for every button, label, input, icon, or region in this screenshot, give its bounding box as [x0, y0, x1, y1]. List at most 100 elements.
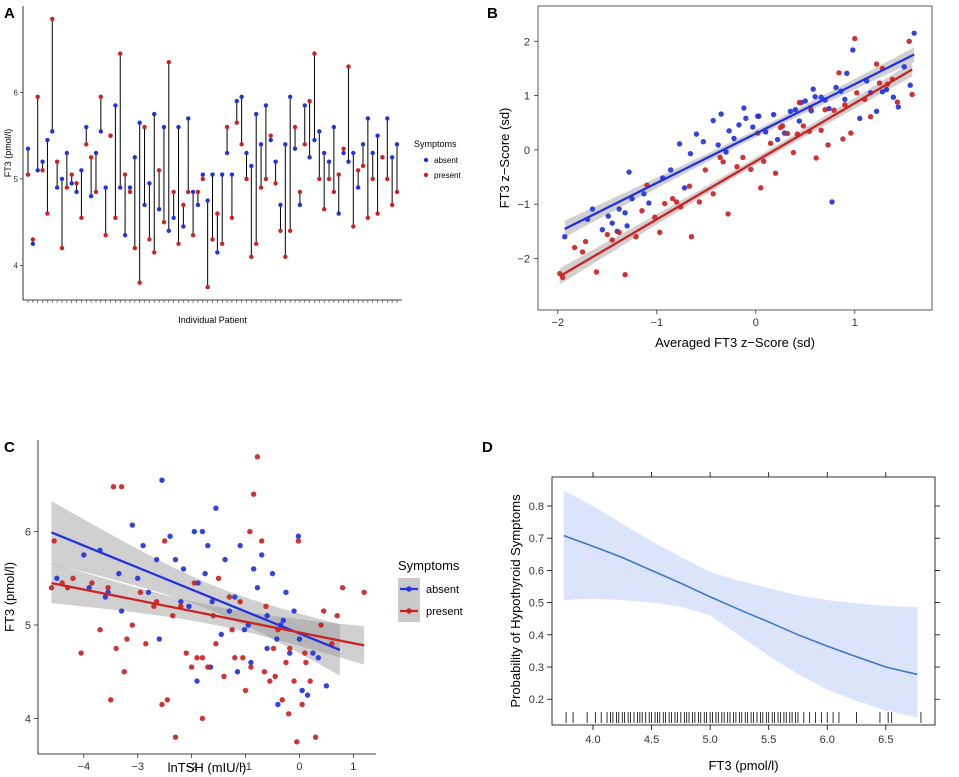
panel-a-point-present	[263, 176, 269, 182]
panel-c-point-absent	[135, 575, 141, 582]
panel-b-point-present	[873, 61, 880, 67]
panel-a-point-present	[108, 133, 113, 138]
panel-b-point-present	[622, 272, 628, 278]
panel-a-point-absent	[258, 142, 264, 147]
panel-a-point-absent	[283, 142, 288, 147]
panel-b-point-present	[836, 70, 842, 76]
panel-b-x-tick-label: −2	[552, 317, 565, 329]
panel-c-x-tick-label: −4	[78, 761, 91, 773]
panel-b-point-present	[822, 106, 828, 113]
panel-a-point-present	[147, 237, 152, 242]
panel-c-point-present	[312, 734, 319, 740]
panel-b-point-absent	[562, 234, 568, 240]
panel-c-legend-label-absent: absent	[426, 584, 459, 596]
panel-c-point-present	[242, 687, 249, 694]
panel-a-point-absent	[166, 228, 172, 234]
panel-b-point-present	[831, 107, 837, 113]
panel-b-point-absent	[646, 200, 652, 206]
panel-b-point-absent	[883, 86, 890, 93]
panel-b-point-absent	[844, 70, 850, 77]
panel-c-point-present	[97, 627, 103, 633]
panel-c-point-present	[78, 650, 84, 656]
panel-b-point-present	[662, 200, 668, 207]
panel-a-point-present	[302, 142, 307, 147]
panel-a-point-absent	[302, 103, 307, 108]
panel-b-point-absent	[681, 185, 688, 191]
panel-b-point-present	[593, 269, 600, 275]
panel-a-point-present	[215, 211, 220, 216]
panel-b-point-absent	[762, 129, 769, 135]
panel-c-point-absent	[269, 570, 276, 577]
panel-a-legend-label-absent: absent	[434, 156, 459, 165]
panel-d-y-tick-label: 0.7	[529, 533, 544, 545]
panel-c-point-present	[172, 734, 179, 740]
panel-b-point-absent	[895, 104, 902, 110]
panel-a-point-absent	[30, 241, 36, 246]
panel-a-point-absent	[137, 120, 142, 125]
panel-a-point-present	[103, 232, 108, 238]
panel-b-x-axis-title: Averaged FT3 z−Score (sd)	[655, 335, 815, 350]
panel-c-point-absent	[295, 533, 302, 539]
panel-a-point-absent	[394, 142, 400, 147]
panel-b-x-tick-label: −1	[651, 317, 664, 329]
panel-c-point-present	[124, 636, 130, 642]
panel-d-x-tick-label: 4.5	[644, 734, 659, 746]
panel-a-point-present	[326, 176, 332, 182]
panel-a-point-absent	[50, 129, 55, 134]
panel-c-point-absent	[232, 594, 238, 600]
panel-d-probability-line	[563, 534, 918, 676]
panel-a-legend-label-present: present	[434, 171, 461, 180]
panel-d-x-tick-label: 5.5	[761, 734, 776, 746]
panel-b-point-absent	[770, 111, 777, 118]
panel-c-point-absent	[81, 552, 87, 558]
panel-b-point-absent	[741, 105, 747, 111]
panel-c-point-absent	[241, 627, 248, 633]
panel-a-point-present	[118, 51, 123, 56]
panel-a-point-absent	[59, 176, 65, 182]
panel-a-point-absent	[268, 137, 273, 143]
panel-c-point-absent	[283, 589, 289, 596]
panel-c-point-present	[285, 711, 292, 717]
panel-b-point-absent	[857, 115, 863, 122]
panel-a-point-absent	[220, 172, 225, 177]
panel-a-point-present	[389, 202, 395, 208]
panel-a-point-present	[205, 284, 210, 290]
panel-b-point-present	[669, 196, 676, 202]
panel-c-point-present	[89, 580, 95, 586]
panel-c-point-present	[232, 655, 238, 661]
panel-b-fit-line-present	[559, 68, 913, 278]
panel-a-point-present	[258, 185, 264, 190]
panel-c-point-absent	[296, 636, 303, 642]
panel-b-point-absent	[626, 169, 632, 175]
panel-c-y-axis-title: FT3 (pmol/l)	[2, 562, 17, 632]
panel-a-point-absent	[205, 198, 210, 203]
panel-a-point-absent	[200, 172, 205, 177]
panel-b-point-present	[813, 155, 819, 161]
panel-b-fit-line-absent	[564, 53, 915, 230]
panel-d-y-axis-title: Probability of Hypothyroid Symptoms	[508, 494, 523, 708]
panel-b-point-present	[616, 229, 622, 236]
panel-b-point-present	[772, 170, 779, 176]
panel-c-point-present	[191, 580, 198, 586]
panel-a-y-tick-label: 5	[14, 175, 19, 184]
panel-a-point-absent	[385, 116, 390, 121]
panel-c-point-absent	[315, 655, 322, 661]
panel-a-point-absent	[244, 150, 249, 156]
panel-b-point-present	[818, 127, 824, 134]
panel-a-point-present	[69, 172, 74, 177]
panel-b-point-present	[740, 154, 746, 161]
panel-a-point-absent	[317, 129, 322, 134]
panel-c-point-present	[247, 528, 253, 535]
panel-a-point-absent	[351, 150, 356, 156]
panel-c-point-absent	[254, 584, 261, 591]
panel-a-point-present	[50, 16, 55, 22]
panel-b-point-absent	[792, 106, 799, 113]
panel-b-point-present	[686, 183, 693, 189]
panel-b-point-present	[876, 80, 883, 86]
panel-a-point-present	[98, 94, 104, 99]
panel-c-point-absent	[102, 594, 109, 600]
panel-a-point-present	[137, 280, 142, 285]
panel-a-point-present	[64, 185, 70, 190]
panel-a-point-absent	[360, 142, 366, 147]
panel-a-point-present	[132, 245, 138, 251]
